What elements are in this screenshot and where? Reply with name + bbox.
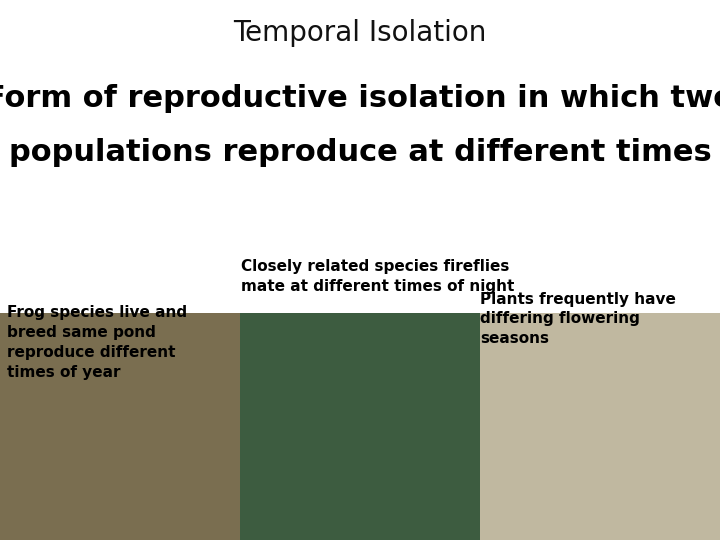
Text: Frog species live and
breed same pond
reproduce different
times of year: Frog species live and breed same pond re… [7,305,187,380]
Bar [480,313,720,540]
Text: Form of reproductive isolation in which two: Form of reproductive isolation in which … [0,84,720,113]
Text: Closely related species fireflies
mate at different times of night: Closely related species fireflies mate a… [241,259,515,294]
Bar [240,313,480,540]
Text: Plants frequently have
differing flowering
seasons: Plants frequently have differing floweri… [480,292,676,346]
Text: Temporal Isolation: Temporal Isolation [233,19,487,47]
Text: populations reproduce at different times: populations reproduce at different times [9,138,711,167]
Bar [0,313,240,540]
